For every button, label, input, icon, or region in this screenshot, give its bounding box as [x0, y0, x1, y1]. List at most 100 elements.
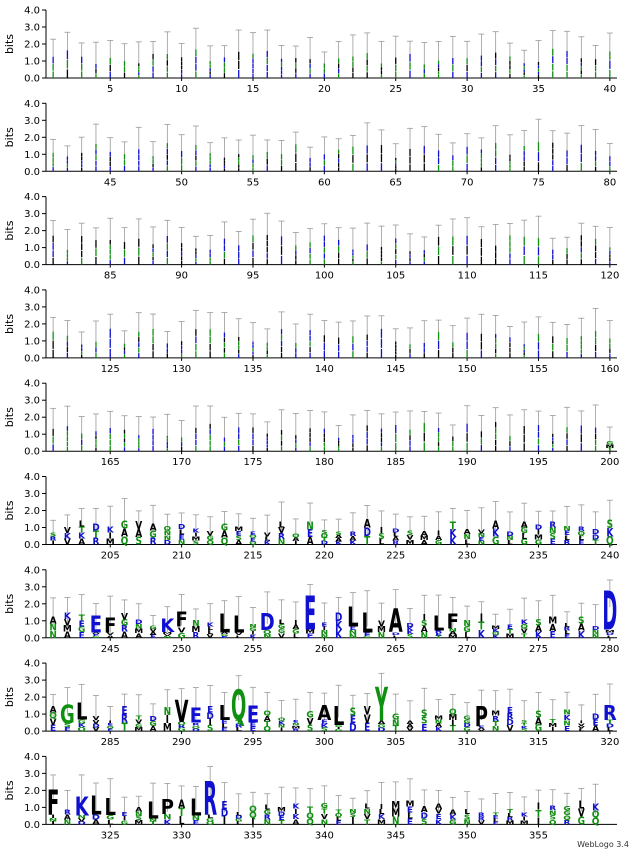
- logo-letter: T: [179, 807, 185, 819]
- logo-letter: A: [435, 801, 443, 810]
- logo-letter-E: E: [190, 703, 202, 728]
- logo-letter: M: [134, 819, 143, 826]
- logo-letter: T: [79, 613, 85, 622]
- y-tick-label: 3.0: [24, 676, 40, 687]
- logo-letter: G: [206, 534, 213, 541]
- y-tick-label: 3.0: [24, 302, 40, 313]
- logo-letter: N: [563, 718, 571, 727]
- logo-letter: M: [234, 526, 243, 533]
- logo-letter: T: [593, 537, 600, 546]
- logo-letter: V: [64, 526, 71, 535]
- logo-letter: N: [192, 814, 200, 821]
- y-tick-label: 3.0: [24, 23, 40, 34]
- logo-letter: A: [92, 632, 100, 635]
- logo-letter: G: [278, 628, 285, 635]
- logo-letter: A: [264, 715, 272, 723]
- logo-letter: N: [463, 619, 471, 629]
- logo-letter: S: [235, 534, 241, 541]
- logo-letter: E: [221, 727, 228, 733]
- x-tick-label: 5: [107, 84, 113, 95]
- logo-letter: I: [451, 718, 454, 727]
- logo-letter: M: [277, 806, 286, 813]
- x-tick-label: 290: [172, 737, 191, 748]
- x-tick-label: 335: [243, 830, 262, 841]
- logo-letter: D: [78, 821, 86, 826]
- logo-letter: G: [121, 619, 128, 629]
- x-tick-label: 105: [386, 271, 405, 282]
- y-tick-label: 2.0: [24, 40, 40, 51]
- logo-letter: L: [207, 814, 214, 819]
- logo-letter-F: F: [447, 609, 459, 634]
- logo-letter: S: [207, 724, 213, 734]
- logo-letter: I: [223, 816, 226, 828]
- logo-letter: M: [134, 627, 143, 634]
- logo-letter-Q: Q: [231, 681, 246, 730]
- logo-letter: N: [463, 818, 471, 826]
- y-tick-label: 1.0: [24, 336, 40, 347]
- logo-letter: N: [278, 537, 286, 546]
- y-tick-label: 3.0: [24, 582, 40, 593]
- x-tick-label: 165: [101, 457, 120, 468]
- logo-letter: D: [206, 712, 213, 722]
- y-tick-label: 1.0: [24, 803, 40, 814]
- logo-letter: E: [407, 806, 413, 815]
- logo-letter: K: [521, 725, 529, 729]
- x-tick-label: 20: [318, 84, 331, 95]
- logo-letter: E: [350, 714, 356, 726]
- y-tick-label: 3.0: [24, 116, 40, 127]
- logo-letter: M: [420, 535, 429, 542]
- logo-letter: G: [392, 713, 399, 722]
- logo-letter: L: [464, 808, 470, 816]
- logo-letter: N: [178, 538, 186, 546]
- logo-letter: Q: [206, 821, 215, 826]
- x-tick-label: 85: [104, 271, 117, 282]
- logo-letter: V: [64, 537, 71, 546]
- x-tick-label: 310: [458, 737, 477, 748]
- logo-letter: L: [236, 821, 242, 826]
- x-tick-label: 125: [101, 364, 120, 375]
- logo-letter: L: [464, 537, 470, 546]
- logo-letter-L: L: [190, 794, 201, 821]
- logo-letter: E: [364, 634, 371, 637]
- logo-letter: G: [149, 625, 157, 630]
- logo-letter: L: [79, 520, 85, 530]
- logo-letter: M: [448, 634, 458, 639]
- logo-letter: M: [491, 710, 500, 718]
- logo-letter: N: [135, 623, 143, 630]
- logo-letter: M: [63, 625, 72, 635]
- logo-letter: I: [51, 821, 55, 826]
- y-tick-label: 3.0: [24, 396, 40, 407]
- logo-letter: Q: [77, 727, 86, 733]
- logo-letter: E: [93, 634, 100, 637]
- logo-letter: I: [551, 726, 555, 733]
- logo-letter: G: [335, 728, 343, 731]
- logo-letter: V: [106, 632, 114, 636]
- logo-letter: G: [363, 635, 371, 638]
- logo-letter: A: [349, 535, 356, 542]
- logo-letter: L: [521, 531, 527, 540]
- weblogo-credit: WebLogo 3.4: [577, 840, 629, 849]
- y-axis-label: bits: [3, 593, 16, 613]
- logo-letter: L: [336, 816, 342, 822]
- x-tick-label: 225: [386, 551, 405, 562]
- logo-letter: K: [492, 634, 500, 639]
- logo-letter: N: [263, 819, 271, 827]
- logo-letter: D: [392, 528, 399, 535]
- x-tick-label: 60: [318, 177, 331, 188]
- logo-letter: G: [292, 628, 299, 635]
- logo-letter: E: [79, 630, 85, 639]
- logo-letter: V: [506, 724, 513, 734]
- logo-letter: E: [478, 536, 484, 542]
- logo-letter: N: [78, 815, 86, 820]
- logo-letter: N: [192, 619, 200, 628]
- logo-letter: G: [578, 816, 585, 828]
- logo-letter: T: [364, 534, 370, 547]
- logo-letter: R: [549, 520, 557, 529]
- logo-letter: V: [278, 526, 285, 535]
- logo-letter: G: [178, 727, 186, 732]
- logo-letter: K: [335, 628, 343, 641]
- logo-letter: D: [592, 712, 600, 721]
- logo-letter: N: [321, 633, 329, 639]
- logo-letter: D: [592, 625, 599, 631]
- logo-letter: A: [135, 528, 142, 540]
